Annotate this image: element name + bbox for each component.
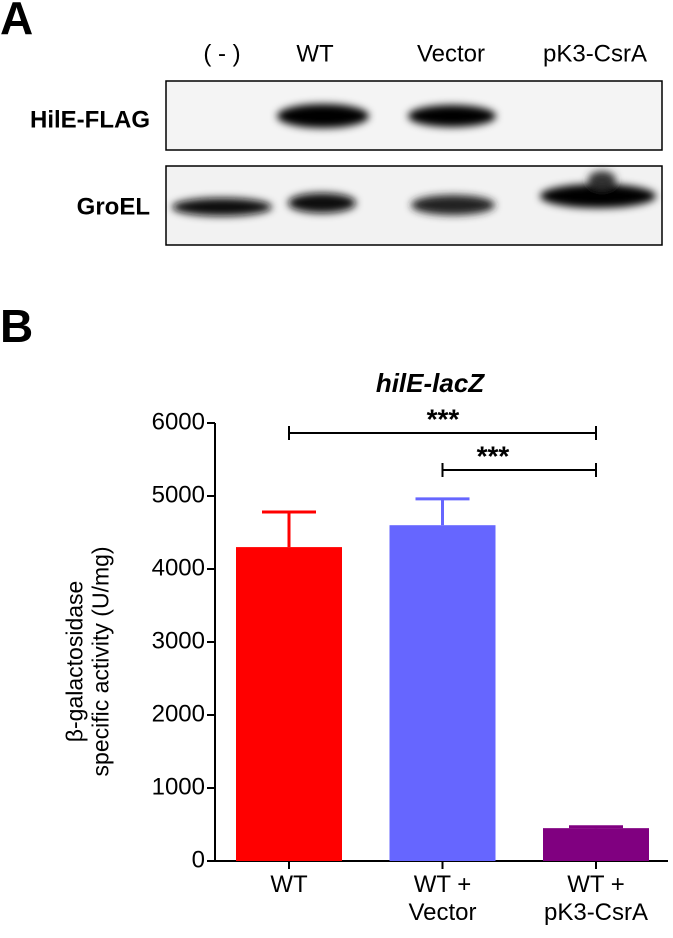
panel-label: B bbox=[0, 300, 33, 352]
row-label: GroEL bbox=[77, 193, 150, 220]
x-tick-label: WT + Vector bbox=[408, 871, 477, 926]
bands bbox=[172, 171, 656, 216]
bar bbox=[543, 828, 649, 861]
y-tick-label: 2000 bbox=[152, 700, 205, 727]
lane-label: ( - ) bbox=[203, 40, 240, 67]
y-tick-label: 3000 bbox=[152, 627, 205, 654]
bar bbox=[236, 547, 342, 861]
sig-label: *** bbox=[477, 440, 510, 471]
row-label: HilE-FLAG bbox=[30, 106, 150, 133]
panel-label: A bbox=[0, 0, 33, 44]
y-tick-label: 5000 bbox=[152, 481, 205, 508]
lane-label: pK3-CsrA bbox=[543, 40, 647, 67]
chart-title: hilE-lacZ bbox=[376, 368, 485, 398]
y-axis-label: β-galactosidase specific activity (U/mg) bbox=[61, 546, 114, 777]
plot: 0 1000 2000 3000 4000 5000 6000 *** *** bbox=[152, 403, 668, 873]
x-tick-label: WT bbox=[270, 871, 308, 898]
y-tick-label: 1000 bbox=[152, 773, 205, 800]
bar bbox=[389, 525, 496, 861]
x-tick-label: WT + pK3-CsrA bbox=[543, 871, 649, 926]
y-tick-label: 4000 bbox=[152, 554, 205, 581]
sig-label: *** bbox=[427, 403, 460, 434]
lane-label: WT bbox=[296, 40, 334, 67]
y-tick-label: 6000 bbox=[152, 408, 205, 435]
lane-label: Vector bbox=[417, 40, 485, 67]
bands bbox=[277, 104, 496, 128]
y-tick-label: 0 bbox=[192, 846, 205, 873]
